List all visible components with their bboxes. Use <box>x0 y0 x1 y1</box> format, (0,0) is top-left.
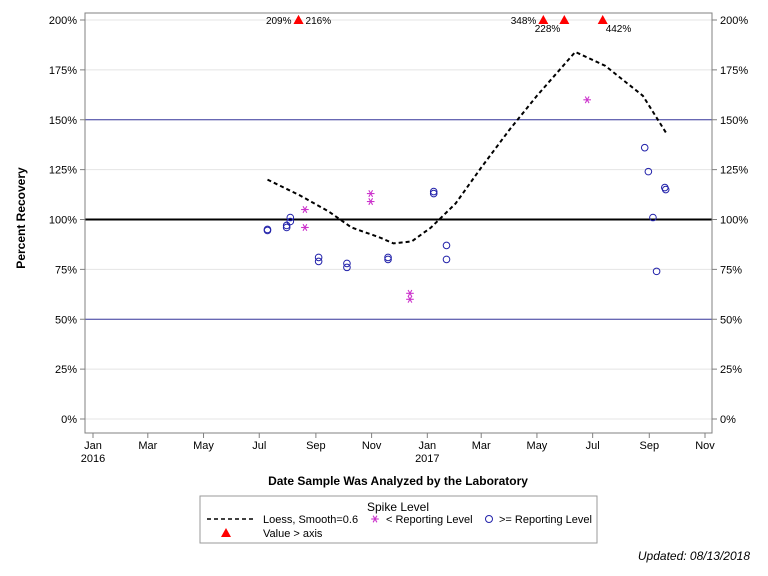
y-tick-label-right: 100% <box>720 215 748 227</box>
off-axis-value-label: 442% <box>606 24 632 35</box>
y-tick-label-left: 150% <box>49 115 77 127</box>
off-axis-value-label: 348% <box>511 16 537 27</box>
star-stroke <box>372 515 378 523</box>
reporting-point <box>286 217 295 226</box>
y-tick-label-right: 75% <box>720 264 742 276</box>
y-tick-label-right: 25% <box>720 364 742 376</box>
y-tick-label-right: 200% <box>720 15 748 27</box>
off-axis-marker <box>293 15 304 24</box>
y-tick-label-left: 0% <box>61 414 77 426</box>
legend-label-loess: Loess, Smooth=0.6 <box>263 514 358 526</box>
legend-box <box>199 495 598 544</box>
data-marks: 209% 216% 348%228% 442% <box>263 15 670 303</box>
y-axes: 0% 0% 25% 25% 50% 50% 75% 75% 100% 100% 125% 125% 15… <box>49 15 748 426</box>
x-tick-label: Sep <box>639 440 659 452</box>
plot-frame <box>84 12 713 434</box>
x-tick-label: May <box>527 440 548 452</box>
legend-star-glyph <box>371 515 379 523</box>
below-reporting-point <box>301 205 309 214</box>
star-stroke <box>302 205 308 214</box>
legend-label-below-reporting: < Reporting Level <box>386 514 473 526</box>
off-axis-value-label: 209% <box>266 16 292 27</box>
legend-title: Spike Level <box>367 500 429 514</box>
legend: Spike Level Loess, Smooth=0.6 < Reportin… <box>199 495 598 544</box>
legend-symbol-circle <box>485 515 493 523</box>
off-axis-marker <box>538 15 549 24</box>
x-tick-label: Jul <box>586 440 600 452</box>
x-tick-label: Mar <box>138 440 157 452</box>
reporting-point <box>429 189 438 198</box>
y-tick-label-left: 100% <box>49 215 77 227</box>
reporting-point <box>343 259 351 268</box>
off-axis-marker <box>597 15 608 24</box>
reporting-point <box>282 223 291 232</box>
y-tick-label-left: 175% <box>49 65 77 77</box>
off-axis-value-label: 216% <box>306 16 332 27</box>
star-stroke <box>368 197 374 206</box>
legend-label-value-above-axis: Value > axis <box>263 528 323 540</box>
off-axis-value-label: 228% <box>535 24 561 35</box>
star-stroke <box>302 223 308 232</box>
legend-label-at-or-above-reporting: >= Reporting Level <box>499 514 592 526</box>
reporting-point <box>644 167 653 176</box>
legend-symbol-star <box>371 515 379 523</box>
below-reporting-point <box>366 189 375 198</box>
x-tick-year-label: 2016 <box>81 453 105 465</box>
y-tick-label-left: 25% <box>55 364 77 376</box>
y-tick-label-right: 175% <box>720 65 748 77</box>
y-tick-label-right: 150% <box>720 115 748 127</box>
reporting-point <box>649 213 657 222</box>
below-reporting-point <box>301 223 309 232</box>
y-tick-label-left: 50% <box>55 314 77 326</box>
off-axis-marker <box>559 15 570 24</box>
y-tick-label-left: 200% <box>49 15 77 27</box>
x-tick-label: Nov <box>695 440 715 452</box>
y-axis-label: Percent Recovery <box>14 167 28 269</box>
reporting-point <box>640 143 649 152</box>
reporting-point <box>314 253 323 262</box>
reporting-point <box>263 226 272 235</box>
star-stroke <box>584 96 590 104</box>
x-tick-label: Jul <box>252 440 266 452</box>
y-tick-label-right: 125% <box>720 165 748 177</box>
x-tick-label: Sep <box>306 440 326 452</box>
below-reporting-point <box>366 197 375 206</box>
reporting-point <box>314 257 323 266</box>
x-tick-label: Jan <box>418 440 436 452</box>
reporting-point <box>442 255 451 264</box>
star-stroke <box>407 295 413 303</box>
x-tick-year-label: 2017 <box>415 453 439 465</box>
reporting-point <box>661 185 670 194</box>
reporting-point <box>442 241 451 250</box>
reference-lines <box>85 119 712 320</box>
legend-symbol-triangle <box>221 528 231 537</box>
x-tick-label: Nov <box>362 440 382 452</box>
reporting-point <box>286 213 295 222</box>
loess-line <box>267 50 668 245</box>
reporting-point <box>384 253 392 262</box>
below-reporting-point <box>406 295 414 303</box>
y-tick-label-left: 75% <box>55 264 77 276</box>
x-tick-label: May <box>193 440 214 452</box>
y-tick-label-right: 0% <box>720 414 736 426</box>
below-reporting-point <box>583 96 591 104</box>
reporting-point <box>384 255 392 264</box>
reporting-point <box>429 187 438 196</box>
x-tick-label: Jan <box>84 440 102 452</box>
updated-footnote: Updated: 08/13/2018 <box>638 549 750 563</box>
y-tick-label-left: 125% <box>49 165 77 177</box>
x-tick-label: Mar <box>472 440 491 452</box>
below-reporting-point <box>406 289 414 297</box>
x-axis-label: Date Sample Was Analyzed by the Laborato… <box>268 474 528 488</box>
reporting-point <box>652 267 661 276</box>
star-stroke <box>407 289 413 297</box>
star-stroke <box>368 189 374 198</box>
y-tick-label-right: 50% <box>720 314 742 326</box>
reporting-point <box>343 263 351 272</box>
